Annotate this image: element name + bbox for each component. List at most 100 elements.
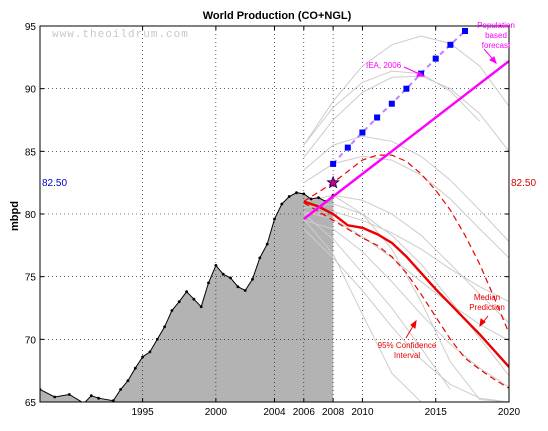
historical-point <box>126 379 130 383</box>
scenario-j-line <box>303 219 509 388</box>
historical-point <box>295 191 298 195</box>
historical-point <box>317 196 320 200</box>
population-annotation-line-2: based <box>485 31 507 40</box>
historical-point <box>214 264 218 267</box>
annotation-arrows <box>403 48 497 339</box>
x-tick-label: 2015 <box>425 407 448 418</box>
median-arrowhead <box>479 318 486 328</box>
iea-arrowhead <box>416 71 426 77</box>
y-tick-label: 80 <box>25 210 37 221</box>
confidence-annotation-line-2: Interval <box>394 351 420 360</box>
median-annotation-line-1: Median <box>474 293 500 302</box>
historical-point <box>155 337 159 341</box>
y-tick-label: 70 <box>25 335 37 346</box>
x-tick-label: 2010 <box>351 407 374 418</box>
scenario-a-line <box>303 210 509 303</box>
reference-label-right: 82.50 <box>511 178 536 189</box>
confidence-annotation: 95% Confidence Interval <box>378 341 437 360</box>
y-tick-label: 85 <box>25 147 37 158</box>
axes: 1995 2000 2004 2006 2008 2010 2015 2020 65 70 75 80… <box>25 22 521 418</box>
scenario-g-line <box>303 35 509 146</box>
historical-point <box>273 217 276 221</box>
y-tick-label: 90 <box>25 85 37 96</box>
95-confidence-interval-lower-line <box>303 202 509 389</box>
scenario-l-line <box>303 155 509 259</box>
population-annotation: Population based forecast <box>477 21 515 50</box>
x-tick-label: 2000 <box>205 407 228 418</box>
historical-point <box>163 325 167 329</box>
y-tick-label: 75 <box>25 273 37 284</box>
median-prediction-line <box>303 200 509 368</box>
population-forecast-line <box>332 30 466 165</box>
historical-point <box>199 305 203 309</box>
scenario-c-line <box>303 194 509 324</box>
historical-point <box>141 355 145 359</box>
95-confidence-interval-upper-line <box>303 154 509 334</box>
historical-point <box>192 297 196 301</box>
x-tick-label: 2020 <box>498 407 521 418</box>
scenario-d-line <box>303 213 451 390</box>
population-arrowhead <box>489 56 497 64</box>
historical-production-area <box>40 192 334 402</box>
confidence-arrowhead <box>410 319 417 329</box>
population-forecast-point <box>447 41 454 48</box>
median-annotation: Median Prediction <box>469 293 505 312</box>
population-forecast-point <box>359 129 366 136</box>
population-forecast-point <box>388 100 395 107</box>
historical-point <box>280 202 284 206</box>
historical-point <box>111 399 115 402</box>
x-tick-label: 2004 <box>263 407 286 418</box>
scenario-n-line <box>303 218 422 402</box>
historical-point <box>119 388 122 391</box>
median-annotation-line-2: Prediction <box>469 303 505 312</box>
reference-label-left: 82.50 <box>42 178 67 189</box>
population-annotation-line-3: forecast <box>482 41 511 50</box>
historical-point <box>287 195 291 198</box>
historical-point <box>302 192 306 196</box>
historical-point <box>236 285 240 289</box>
population-annotation-line-1: Population <box>477 21 515 30</box>
historical-point <box>67 393 71 396</box>
population-forecast-point <box>344 144 351 151</box>
x-tick-label: 2008 <box>322 407 345 418</box>
population-forecast-point <box>403 85 410 92</box>
x-tick-label: 2006 <box>293 407 316 418</box>
historical-point <box>170 309 174 312</box>
historical-point <box>133 366 137 370</box>
historical-point <box>265 242 269 246</box>
scenario-b-line <box>303 211 509 342</box>
historical-point <box>53 395 57 399</box>
iea-annotation: IEA, 2006 <box>366 61 402 70</box>
historical-point <box>89 394 93 398</box>
historical-point <box>229 276 232 280</box>
population-forecast-point <box>462 28 468 34</box>
scenario-e-line <box>303 135 509 242</box>
historical-point <box>97 396 100 400</box>
historical-point <box>185 290 189 294</box>
reference-star-marker <box>326 175 340 189</box>
scenario-i-line <box>303 203 509 377</box>
historical-point <box>207 281 210 285</box>
y-tick-label: 95 <box>25 22 37 33</box>
y-tick-label: 65 <box>25 398 37 409</box>
scenario-k-line <box>332 194 509 402</box>
population-forecast-point <box>330 160 337 167</box>
scenario-f-line <box>303 75 509 158</box>
iea-2006-line <box>303 60 509 220</box>
watermark: www.theoildrum.com <box>52 29 189 41</box>
x-tick-label: 1995 <box>131 407 154 418</box>
historical-point <box>309 197 313 201</box>
plot-area <box>40 26 509 402</box>
historical-point <box>177 300 181 304</box>
scenario-h-line <box>303 70 481 146</box>
historical-point <box>258 256 262 260</box>
population-forecast-point <box>432 55 439 62</box>
historical-point <box>148 350 152 354</box>
y-axis-label: mbpd <box>9 201 21 231</box>
confidence-annotation-line-1: 95% Confidence <box>378 341 437 350</box>
chart-title: World Production (CO+NGL) <box>203 10 352 22</box>
population-forecast-point <box>374 114 381 121</box>
historical-point <box>221 272 225 276</box>
historical-point <box>251 277 254 281</box>
